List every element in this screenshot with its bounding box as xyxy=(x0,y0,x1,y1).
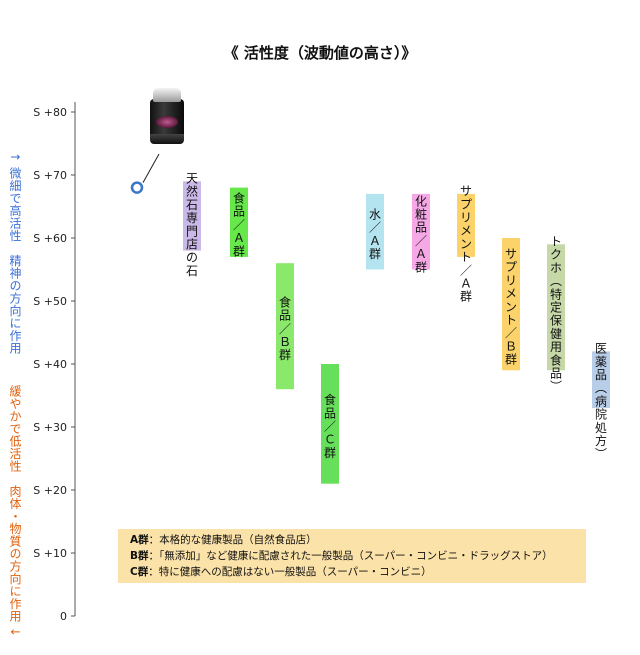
y-tick-label: S +50 xyxy=(33,295,67,308)
bar-label: 化粧品／Ａ群 xyxy=(415,194,427,274)
data-point xyxy=(130,181,144,194)
legend-row-a: A群：本格的な健康製品（自然食品店） xyxy=(130,532,586,548)
y-tick-label: S +70 xyxy=(33,169,67,182)
y-tick-label: S +30 xyxy=(33,421,67,434)
bar-range xyxy=(366,193,384,270)
bar-range xyxy=(592,351,610,409)
bar-label: 医薬品︵病院処方︶ xyxy=(595,342,607,462)
jar-product-image xyxy=(150,88,184,144)
legend-row-b: B群：「無添加」など健康に配慮された一般製品（スーパー・コンビニ・ドラッグストア… xyxy=(130,548,586,564)
bar-label: 天然石専門店の石 xyxy=(186,172,198,278)
bar-label: 食品／Ｂ群 xyxy=(279,294,291,362)
y-tick-label: S +80 xyxy=(33,106,67,119)
bar-range xyxy=(276,263,294,390)
bar-range xyxy=(502,238,520,371)
bar-label: 食品／Ｃ群 xyxy=(324,392,336,460)
legend-key: C群 xyxy=(130,566,149,578)
bar-label: トクホ︵特定保健用食品︶ xyxy=(550,235,562,394)
bar-label: 水／Ａ群 xyxy=(369,208,381,262)
bar-label: 食品／Ａ群 xyxy=(233,190,245,258)
bar-range xyxy=(547,244,565,371)
legend-key: A群 xyxy=(130,534,149,546)
y-tick-label: S +10 xyxy=(33,547,67,560)
bar-label: サプリメント／Ａ群 xyxy=(460,184,472,304)
legend-text: ：特に健康への配慮はない一般製品（スーパー・コンビニ） xyxy=(148,566,432,578)
bar-range xyxy=(321,364,339,484)
bar-range xyxy=(412,193,430,270)
bar-range xyxy=(230,187,248,257)
legend-text: ：本格的な健康製品（自然食品店） xyxy=(148,534,317,546)
y-tick-label: 0 xyxy=(60,610,67,623)
chart-title: 《 活性度（波動値の高さ）》 xyxy=(223,44,417,62)
bar-label: サプリメント／Ｂ群 xyxy=(505,247,517,367)
legend-text: ：「無添加」など健康に配慮された一般製品（スーパー・コンビニ・ドラッグストア） xyxy=(148,550,553,562)
y-tick-label: S +40 xyxy=(33,358,67,371)
legend-box: A群：本格的な健康製品（自然食品店） B群：「無添加」など健康に配慮された一般製… xyxy=(118,529,586,583)
y-tick-label: S +20 xyxy=(33,484,67,497)
bar-range xyxy=(457,193,475,257)
point-leader-line xyxy=(142,153,160,183)
lower-axis-description: 緩やかで低活性 肉体・物質の方向に作用 ↓ xyxy=(8,385,22,638)
bar-range xyxy=(183,181,201,251)
legend-row-c: C群：特に健康への配慮はない一般製品（スーパー・コンビニ） xyxy=(130,564,586,580)
legend-key: B群 xyxy=(130,550,149,562)
y-tick-label: S +60 xyxy=(33,232,67,245)
upper-axis-description: ↑ 微細で高活性 精神の方向に作用 xyxy=(8,152,22,355)
